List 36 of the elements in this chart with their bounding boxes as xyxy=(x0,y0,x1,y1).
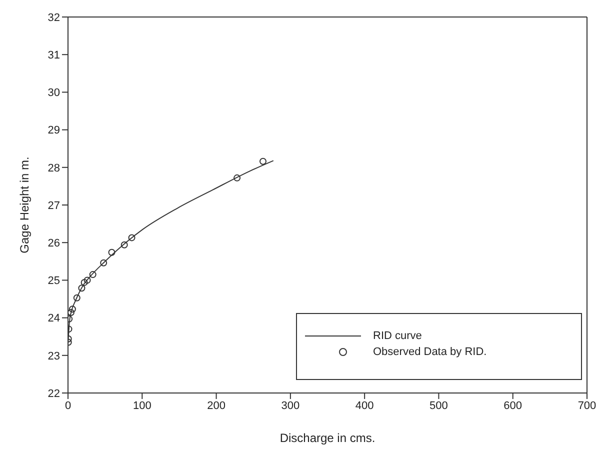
point xyxy=(73,294,80,302)
y-tick-label: 22 xyxy=(48,388,60,400)
point xyxy=(89,271,96,278)
y-tick-label: 25 xyxy=(48,275,60,288)
y-tick-label: 26 xyxy=(48,238,60,250)
x-tick-label: 100 xyxy=(132,400,152,412)
y-tick-label: 27 xyxy=(48,200,60,212)
x-tick-label: 0 xyxy=(64,400,72,412)
legend-label: Observed Data by RID. xyxy=(373,346,487,358)
point xyxy=(259,158,266,165)
point xyxy=(78,284,86,292)
point xyxy=(108,248,116,256)
point xyxy=(120,241,128,248)
y-tick-label: 30 xyxy=(48,87,60,100)
x-axis-title: Discharge in cms. xyxy=(280,431,376,445)
y-tick-label: 23 xyxy=(48,350,60,362)
point xyxy=(68,309,74,316)
x-tick-label: 200 xyxy=(207,400,226,412)
point xyxy=(128,234,136,242)
point xyxy=(84,276,91,284)
point xyxy=(68,306,76,313)
y-tick-label: 32 xyxy=(48,12,60,24)
y-tick-label: 31 xyxy=(48,50,60,62)
y-tick-label: 24 xyxy=(48,312,60,325)
point xyxy=(100,259,108,266)
y-axis-title: Gage Height in m. xyxy=(17,156,32,254)
x-tick-label: 400 xyxy=(355,400,374,412)
point xyxy=(80,278,88,286)
x-tick-label: 500 xyxy=(430,400,448,412)
y-tick-label: 29 xyxy=(48,124,60,137)
y-tick-label: 28 xyxy=(48,162,60,174)
x-tick-label: 700 xyxy=(578,400,596,412)
x-tick-label: 600 xyxy=(504,400,522,412)
point xyxy=(234,174,241,182)
x-tick-label: 300 xyxy=(281,400,300,412)
text: RID curve xyxy=(373,330,422,342)
